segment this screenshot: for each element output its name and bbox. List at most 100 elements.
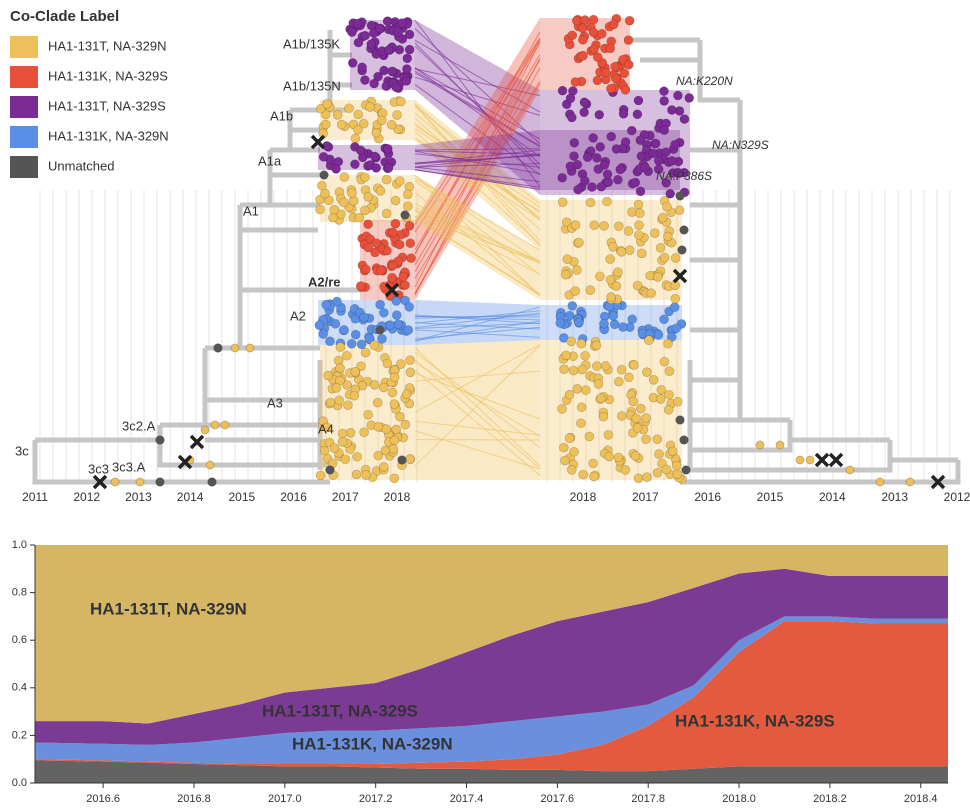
leaf-dot: [652, 434, 663, 444]
leaf-dot: [332, 110, 343, 120]
leaf-dot: [375, 325, 385, 335]
leaf-dot: [363, 192, 373, 202]
leaf-dot: [592, 361, 602, 371]
leaf-dot: [587, 182, 597, 192]
leaf-dot: [315, 103, 326, 114]
area-label: HA1-131K, NA-329S: [675, 711, 835, 730]
leaf-dot: [603, 177, 614, 187]
leaf-dot: [614, 376, 624, 387]
y-tick-label: 0.8: [12, 587, 27, 599]
leaf-dot: [572, 159, 583, 170]
leaf-dot: [775, 440, 785, 450]
leaf-dot: [579, 107, 589, 118]
leaf-dot: [620, 85, 631, 95]
leaf-dot: [636, 151, 647, 161]
leaf-dot: [567, 301, 578, 311]
leaf-dot: [387, 387, 398, 398]
leaf-dot: [616, 411, 627, 421]
tangle-line: [414, 57, 541, 296]
tree-branch: [287, 110, 320, 153]
leaf-dot: [592, 52, 603, 62]
legend-swatch: [10, 126, 38, 148]
leaf-dot: [627, 207, 637, 217]
leaf-dot: [588, 27, 599, 38]
leaf-dot: [382, 358, 393, 369]
leaf-dot: [594, 109, 605, 120]
leaf-dot: [332, 296, 342, 307]
background-layer: [32, 18, 961, 485]
leaf-dot: [403, 201, 413, 212]
leaf-dot: [595, 271, 605, 282]
clade-label: A3: [267, 395, 283, 410]
leaf-dot: [400, 419, 411, 430]
leaf-dot: [363, 409, 373, 420]
leaf-dot: [389, 473, 400, 484]
tangle-line: [414, 430, 541, 470]
leaf-dot: [634, 220, 644, 230]
leaf-dot: [663, 338, 673, 349]
leaf-dot: [623, 226, 634, 236]
leaf-dot: [654, 449, 664, 459]
clade-label: A4: [318, 421, 334, 436]
leaf-dot: [573, 184, 583, 195]
leaf-dot: [585, 197, 596, 208]
tangle-line: [414, 312, 541, 329]
leaf-dot: [580, 350, 590, 361]
leaf-dot: [404, 29, 415, 40]
clade-label: 3c2.A: [122, 418, 156, 433]
tangle-line: [414, 344, 541, 466]
clade-label: A2/re: [308, 274, 341, 289]
leaf-dot: [605, 274, 616, 285]
legend-label: HA1-131K, NA-329N: [48, 128, 169, 143]
leaf-dot: [679, 435, 689, 445]
leaf-dot: [318, 329, 329, 339]
recombinant-mark: [384, 282, 400, 298]
leaf-dot: [635, 208, 645, 219]
leaf-dot: [363, 219, 373, 230]
leaf-dot: [675, 191, 685, 201]
leaf-dot: [653, 272, 663, 282]
x-tick-label: 2017.2: [359, 793, 393, 805]
leaf-dot: [373, 71, 383, 82]
legend-label: HA1-131K, NA-329S: [48, 68, 168, 83]
legend-label: Unmatched: [48, 158, 114, 173]
tangle-line: [414, 39, 541, 233]
tangle-line: [414, 203, 541, 263]
recombinant-mark: [310, 134, 326, 150]
leaf-dot: [322, 422, 332, 433]
leaf-dot: [394, 239, 405, 250]
clade-label: A1: [243, 203, 259, 218]
leaf-dot: [376, 265, 386, 276]
leaf-dot: [352, 451, 362, 462]
tangle-line: [414, 149, 541, 164]
leaf-dot: [361, 264, 371, 275]
leaf-dot: [659, 125, 670, 135]
tangle-line: [414, 180, 541, 275]
leaf-dot: [335, 209, 346, 220]
year-tick-label: 2013: [125, 490, 152, 504]
leaf-dot: [640, 162, 650, 173]
tree-branch: [32, 440, 330, 485]
leaf-dot: [339, 172, 350, 182]
tangle-line: [414, 216, 541, 296]
leaf-dot: [644, 335, 654, 345]
recombinant-mark: [814, 452, 830, 468]
leaf-dot: [406, 253, 416, 263]
leaf-dot: [315, 204, 325, 215]
leaf-dot: [610, 73, 621, 84]
leaf-dot: [604, 451, 614, 462]
tangle-line: [414, 329, 541, 338]
leaf-dot: [344, 103, 354, 114]
leaf-dot: [390, 218, 401, 229]
leaf-dot: [353, 37, 364, 48]
leaf-dot: [363, 242, 374, 253]
tangle-line: [414, 67, 541, 158]
leaf-dot: [567, 112, 577, 123]
leaf-dot: [646, 288, 656, 299]
leaf-dot: [572, 265, 582, 275]
leaf-dot: [346, 338, 357, 349]
leaf-dot: [599, 318, 609, 329]
leaf-dot: [577, 364, 587, 375]
tangle-band: [415, 300, 540, 345]
leaf-dot: [404, 302, 415, 312]
